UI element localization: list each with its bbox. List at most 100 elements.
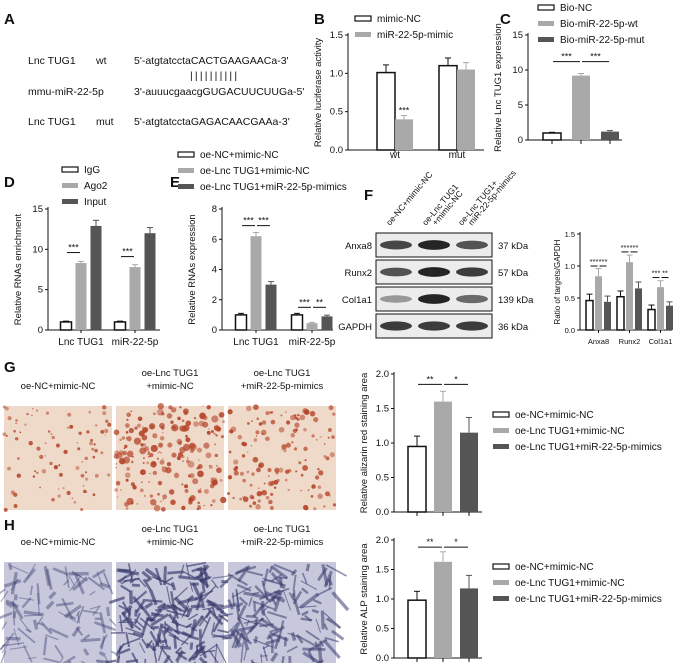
stain-fiber [196, 564, 210, 580]
stain-spot [69, 424, 74, 429]
stain-fiber [236, 604, 247, 621]
stain-fiber [200, 616, 212, 639]
stain-fiber [118, 645, 121, 658]
stain-spot [5, 434, 8, 437]
x-tick-label: miR-22-5p [289, 337, 336, 348]
stain-fiber [13, 628, 20, 646]
stain-spot [159, 435, 165, 441]
stain-spot [249, 504, 253, 508]
legend-label: Bio-NC [560, 3, 592, 14]
stain-spot [94, 448, 98, 453]
stain-spot [299, 414, 306, 421]
stain-fiber [191, 582, 203, 602]
stain-spot [285, 411, 287, 413]
significance-label: *** [122, 247, 133, 257]
stain-fiber [108, 596, 126, 605]
stain-spot [227, 475, 233, 480]
stain-spot [328, 405, 334, 411]
stain-fiber [63, 579, 70, 586]
blot-band [380, 295, 412, 303]
panel-label-g: G [4, 359, 16, 376]
stain-fiber [317, 567, 328, 582]
bar [616, 295, 625, 331]
stain-fiber [23, 614, 42, 617]
stain-spot [7, 466, 11, 471]
stain-spot [157, 403, 164, 410]
stain-image-label: +miR-22-5p-mimics [241, 381, 324, 392]
y-tick-label: 1.0 [565, 262, 575, 271]
stain-spot [36, 409, 39, 412]
stain-fiber [173, 635, 177, 649]
significance-label: *** [652, 269, 661, 278]
bar [59, 321, 73, 331]
stain-spot [62, 486, 65, 490]
y-tick-label: 0.0 [376, 507, 389, 518]
chart-g-alizarin-quant: 0.0 0.5 1.0 1.5 2.0 Relative alizarin red sta… [359, 369, 662, 518]
legend-swatch [492, 411, 510, 418]
stain-spot [197, 464, 203, 469]
stain-fiber [25, 628, 32, 633]
stain-spot [2, 432, 7, 437]
stain-spot [100, 451, 104, 455]
stain-spot [219, 478, 223, 482]
stain-fiber [260, 653, 263, 663]
stain-spot [91, 447, 95, 451]
stain-spot [310, 495, 314, 498]
y-tick-label: 5 [518, 100, 523, 111]
stain-fiber [120, 579, 128, 585]
stain-fiber [99, 634, 108, 648]
stain-spot [185, 420, 192, 426]
stain-fiber [273, 590, 283, 612]
stain-spot [125, 478, 129, 482]
stain-spot [2, 405, 6, 409]
stain-fiber [119, 647, 131, 655]
stain-fiber [36, 622, 44, 626]
stain-spot [124, 423, 130, 428]
stain-spot [285, 442, 291, 448]
stain-spot [183, 443, 191, 452]
stain-spot [257, 487, 260, 490]
stain-spot [303, 460, 305, 462]
blot-kda-label: 36 kDa [498, 322, 529, 333]
significance-label: * [454, 374, 458, 384]
stain-fiber [5, 599, 19, 609]
stain-spot [284, 478, 288, 482]
stain-spot [156, 408, 164, 416]
stain-fiber [273, 563, 296, 575]
stain-spot [93, 443, 96, 446]
stain-fiber [189, 642, 194, 650]
stain-spot [220, 435, 225, 439]
stain-spot [218, 411, 225, 418]
stain-fiber [161, 629, 169, 648]
stain-spot [214, 443, 217, 446]
stain-fiber [186, 561, 207, 568]
stain-spot [227, 409, 233, 415]
legend-swatch [178, 184, 194, 189]
blot-band-name: Anxa8 [345, 241, 372, 252]
stain-spot [319, 436, 322, 438]
stain-spot [265, 411, 270, 416]
y-tick-label: 0.5 [376, 624, 389, 635]
bar [290, 314, 304, 331]
stain-fiber [205, 609, 212, 619]
stain-spot [209, 483, 215, 489]
stain-spot [189, 443, 197, 451]
stain-fiber [301, 572, 308, 584]
stain-fiber [265, 579, 286, 587]
significance-label: *** [621, 243, 630, 252]
stain-spot [36, 471, 39, 474]
stain-fiber [305, 629, 320, 641]
legend-swatch [493, 444, 509, 449]
stain-fiber [243, 648, 248, 661]
stain-spot [177, 452, 184, 458]
stain-fiber [243, 591, 266, 599]
stain-fiber [10, 571, 18, 595]
stain-spot [73, 500, 77, 504]
stain-spot [34, 470, 37, 473]
significance-label: ** [426, 374, 434, 384]
stain-fiber [166, 586, 172, 605]
stain-spot [102, 411, 107, 416]
stain-fiber [43, 565, 51, 587]
stain-fiber [45, 634, 59, 641]
stain-spot [176, 456, 181, 461]
